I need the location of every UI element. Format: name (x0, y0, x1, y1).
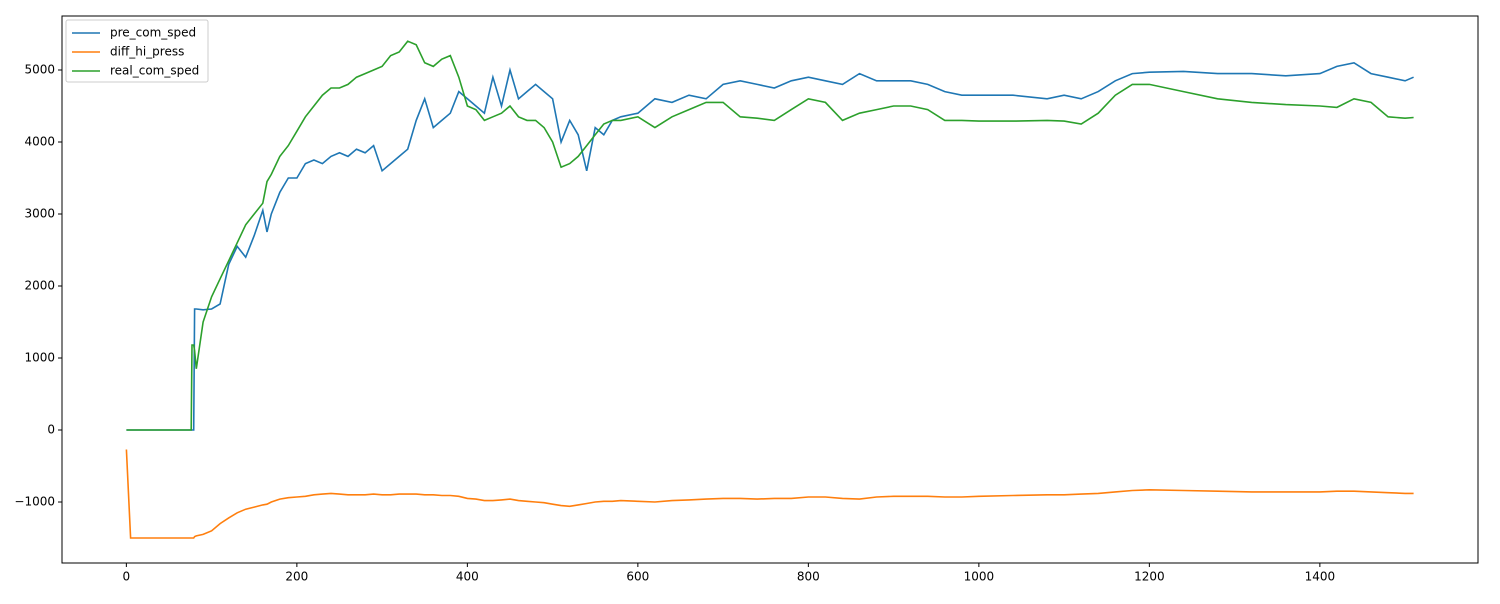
legend-label: real_com_sped (110, 64, 199, 78)
y-tick-label: 2000 (24, 279, 55, 293)
x-tick-label: 400 (456, 570, 479, 584)
line-series (126, 40, 1414, 431)
line-series (126, 61, 1414, 431)
x-tick-label: 0 (123, 570, 131, 584)
y-tick-label: 3000 (24, 207, 55, 221)
y-tick-label: −1000 (14, 495, 55, 509)
legend-label: pre_com_sped (110, 26, 196, 40)
y-tick-label: 5000 (24, 63, 55, 77)
legend-frame (65, 19, 209, 83)
x-tick-label: 1400 (1305, 570, 1336, 584)
x-tick-label: 200 (285, 570, 308, 584)
x-tick-label: 1000 (964, 570, 995, 584)
plot-frame (61, 15, 1479, 564)
legend-label: diff_hi_press (110, 45, 184, 59)
y-tick-label: 0 (47, 423, 55, 437)
line-series (125, 449, 1414, 539)
x-tick-label: 800 (797, 570, 820, 584)
y-tick-label: 1000 (24, 351, 55, 365)
x-tick-label: 1200 (1134, 570, 1165, 584)
x-tick-label: 600 (626, 570, 649, 584)
y-tick-label: 4000 (24, 135, 55, 149)
